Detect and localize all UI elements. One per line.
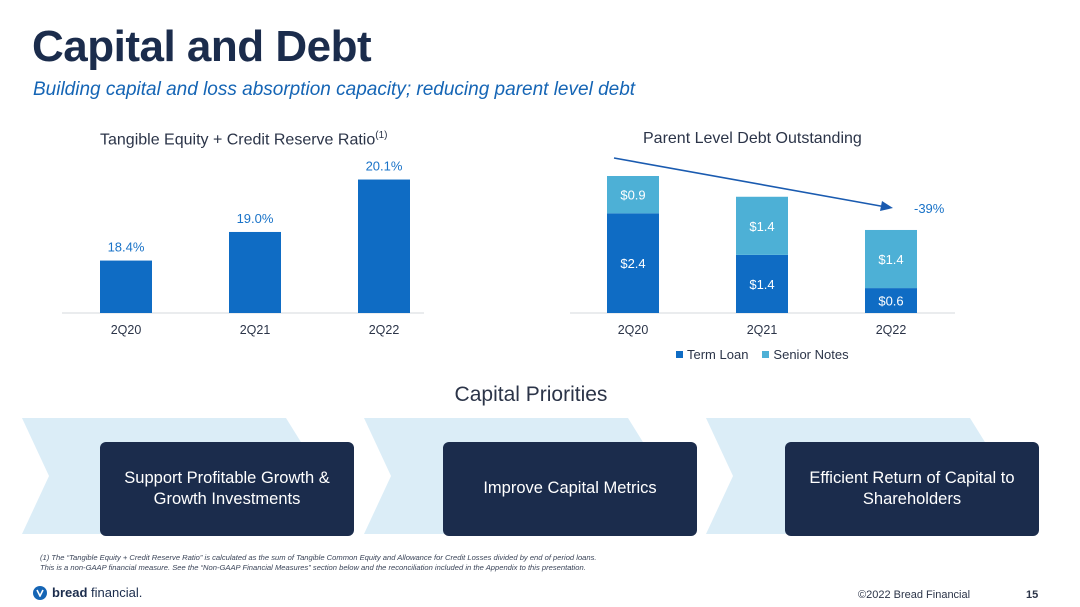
- bread-logo-icon: [33, 585, 47, 600]
- footnote-line-2: This is a non-GAAP financial measure. Se…: [40, 563, 586, 573]
- chart-title-debt: Parent Level Debt Outstanding: [643, 130, 862, 147]
- priority-box-growth: Support Profitable Growth & Growth Inves…: [100, 442, 354, 536]
- debt-tick-label-2q22: 2Q22: [876, 323, 907, 337]
- logo-text: bread financial.: [52, 585, 143, 600]
- page-number: 15: [1026, 589, 1039, 601]
- page-title: Capital and Debt: [32, 22, 372, 71]
- chart-title-ratio: Tangible Equity + Credit Reserve Ratio(1…: [100, 130, 388, 149]
- debt-seg-label-term-loan-2q21: $1.4: [749, 277, 774, 292]
- debt-seg-label-term-loan-2q22: $0.6: [878, 294, 903, 309]
- priority-box-return-capital: Efficient Return of Capital to Sharehold…: [785, 442, 1039, 536]
- ratio-tick-label-2q20: 2Q20: [111, 323, 142, 337]
- debt-trend-arrow-line: [613, 157, 887, 208]
- ratio-bar-2q20: [100, 260, 152, 313]
- debt-change-annotation: -39%: [914, 201, 945, 216]
- legend-label-senior-notes: Senior Notes: [773, 347, 849, 362]
- ratio-bar-2q22: [358, 179, 410, 313]
- footnote-line-1: (1) The “Tangible Equity + Credit Reserv…: [40, 553, 597, 562]
- copyright: ©2022 Bread Financial: [858, 589, 971, 601]
- legend-swatch-senior-notes: [762, 351, 770, 358]
- ratio-data-label-2q22: 20.1%: [366, 159, 403, 174]
- debt-trend-arrowhead-icon: [880, 201, 893, 211]
- debt-seg-label-senior-notes-2q22: $1.4: [878, 252, 903, 267]
- debt-tick-label-2q21: 2Q21: [747, 323, 778, 337]
- debt-bar-senior-notes-2q22: [865, 229, 917, 289]
- legend-item-senior-notes: Senior Notes: [762, 347, 849, 362]
- debt-chart-legend: Term Loan Senior Notes: [676, 347, 849, 362]
- legend-item-term-loan: Term Loan: [676, 347, 748, 362]
- page-subtitle: Building capital and loss absorption cap…: [33, 79, 636, 100]
- debt-seg-label-senior-notes-2q21: $1.4: [749, 219, 774, 234]
- footnote: (1) The “Tangible Equity + Credit Reserv…: [40, 553, 597, 574]
- debt-bar-senior-notes-2q21: [736, 196, 788, 255]
- debt-tick-label-2q20: 2Q20: [618, 323, 649, 337]
- debt-bar-senior-notes-2q20: [607, 176, 659, 214]
- legend-label-term-loan: Term Loan: [687, 347, 749, 362]
- ratio-tick-label-2q21: 2Q21: [240, 323, 271, 337]
- debt-seg-label-term-loan-2q20: $2.4: [620, 256, 645, 271]
- ratio-data-label-2q20: 18.4%: [108, 240, 145, 255]
- footnote-marker: (1): [375, 130, 388, 141]
- ratio-tick-label-2q22: 2Q22: [369, 323, 400, 337]
- capital-priorities-title: Capital Priorities: [454, 383, 608, 406]
- debt-seg-label-senior-notes-2q20: $0.9: [620, 188, 645, 203]
- priority-box-capital-metrics: Improve Capital Metrics: [443, 442, 697, 536]
- debt-bar-term-loan-2q20: [607, 213, 659, 313]
- ratio-bar-2q21: [229, 231, 281, 313]
- legend-swatch-term-loan: [676, 351, 683, 358]
- ratio-data-label-2q21: 19.0%: [237, 211, 274, 226]
- debt-bar-term-loan-2q21: [736, 254, 788, 313]
- debt-bar-term-loan-2q22: [865, 288, 917, 313]
- bread-financial-logo: bread financial.: [33, 585, 142, 600]
